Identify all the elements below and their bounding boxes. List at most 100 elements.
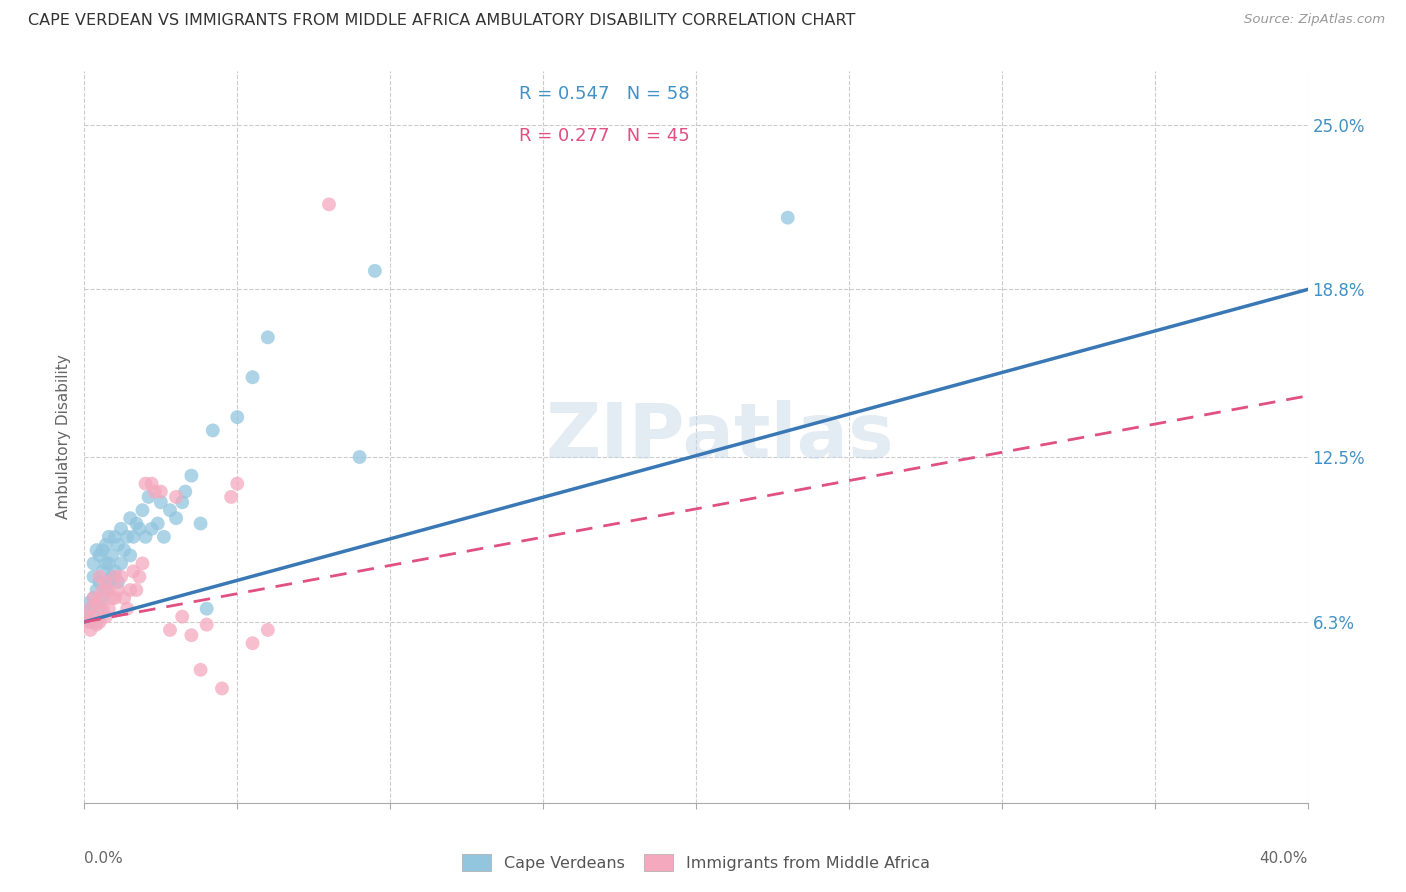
Point	[776, 211, 799, 225]
Point	[104, 591, 127, 605]
Point	[159, 503, 181, 517]
Point	[226, 410, 249, 425]
Point	[83, 591, 105, 605]
Point	[97, 582, 120, 597]
Point	[165, 511, 187, 525]
Point	[195, 617, 218, 632]
Point	[219, 490, 242, 504]
Point	[91, 591, 114, 605]
Point	[79, 623, 101, 637]
Point	[242, 636, 264, 650]
Point	[89, 615, 111, 629]
Point	[83, 591, 105, 605]
Point	[83, 609, 105, 624]
Point	[110, 570, 132, 584]
Point	[120, 511, 142, 525]
Point	[89, 549, 111, 563]
Point	[180, 468, 202, 483]
Point	[174, 484, 197, 499]
Point	[94, 557, 117, 571]
Point	[211, 681, 233, 696]
Point	[89, 575, 111, 590]
Point	[125, 516, 148, 531]
Point	[122, 565, 145, 579]
Point	[79, 601, 101, 615]
Point	[110, 557, 132, 571]
Point	[143, 484, 166, 499]
Point	[91, 582, 114, 597]
Point	[86, 582, 108, 597]
Point	[180, 628, 202, 642]
Point	[83, 557, 105, 571]
Point	[125, 582, 148, 597]
Point	[226, 476, 249, 491]
Point	[172, 495, 194, 509]
Point	[107, 575, 129, 590]
Point	[89, 601, 111, 615]
Point	[128, 570, 150, 584]
Point	[135, 476, 157, 491]
Point	[107, 538, 129, 552]
Point	[190, 663, 212, 677]
Point	[91, 543, 114, 558]
Point	[91, 601, 114, 615]
Point	[149, 484, 172, 499]
Point	[159, 623, 181, 637]
Point	[364, 264, 387, 278]
Text: ZIPatlas: ZIPatlas	[546, 401, 894, 474]
Point	[120, 582, 142, 597]
Point	[146, 516, 169, 531]
Point	[131, 503, 153, 517]
Point	[135, 530, 157, 544]
Point	[104, 565, 127, 579]
Point	[115, 530, 138, 544]
Point	[79, 601, 101, 615]
Point	[153, 530, 176, 544]
Y-axis label: Ambulatory Disability: Ambulatory Disability	[56, 355, 72, 519]
Point	[89, 570, 111, 584]
Point	[97, 601, 120, 615]
Point	[131, 557, 153, 571]
Point	[97, 575, 120, 590]
Point	[115, 601, 138, 615]
Legend: Cape Verdeans, Immigrants from Middle Africa: Cape Verdeans, Immigrants from Middle Af…	[454, 847, 938, 879]
Text: 40.0%: 40.0%	[1260, 851, 1308, 865]
Point	[141, 522, 163, 536]
Text: Source: ZipAtlas.com: Source: ZipAtlas.com	[1244, 13, 1385, 27]
Point	[257, 623, 280, 637]
Point	[83, 570, 105, 584]
Text: CAPE VERDEAN VS IMMIGRANTS FROM MIDDLE AFRICA AMBULATORY DISABILITY CORRELATION : CAPE VERDEAN VS IMMIGRANTS FROM MIDDLE A…	[28, 13, 855, 29]
Point	[242, 370, 264, 384]
Point	[104, 570, 127, 584]
Point	[94, 582, 117, 597]
Point	[257, 330, 280, 344]
Point	[149, 495, 172, 509]
Point	[195, 601, 218, 615]
Point	[79, 615, 101, 629]
Point	[86, 543, 108, 558]
Text: R = 0.277   N = 45: R = 0.277 N = 45	[519, 127, 689, 145]
Point	[76, 609, 98, 624]
Point	[122, 530, 145, 544]
Point	[112, 543, 135, 558]
Point	[349, 450, 371, 464]
Point	[101, 570, 124, 584]
Point	[94, 575, 117, 590]
Point	[91, 565, 114, 579]
Point	[76, 609, 98, 624]
Point	[97, 530, 120, 544]
Text: 0.0%: 0.0%	[84, 851, 124, 865]
Point	[172, 609, 194, 624]
Point	[107, 582, 129, 597]
Point	[86, 617, 108, 632]
Point	[165, 490, 187, 504]
Point	[101, 549, 124, 563]
Point	[128, 522, 150, 536]
Point	[101, 591, 124, 605]
Point	[97, 557, 120, 571]
Point	[112, 591, 135, 605]
Point	[86, 615, 108, 629]
Point	[141, 476, 163, 491]
Point	[89, 591, 111, 605]
Point	[201, 424, 224, 438]
